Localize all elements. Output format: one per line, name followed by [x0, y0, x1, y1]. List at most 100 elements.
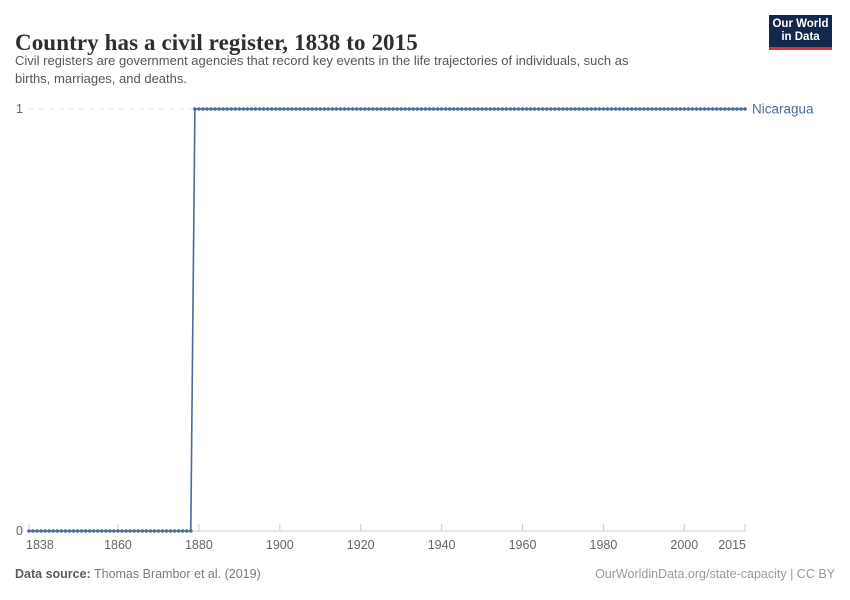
data-point	[59, 529, 64, 533]
data-point	[225, 107, 229, 111]
data-point	[625, 107, 630, 111]
data-point	[136, 529, 140, 533]
data-point	[447, 107, 452, 111]
data-point	[735, 107, 739, 111]
data-point	[642, 107, 646, 111]
x-tick-label: 1980	[590, 538, 618, 552]
data-point	[743, 107, 747, 111]
data-point	[322, 107, 327, 111]
data-point	[35, 529, 39, 533]
data-point	[375, 107, 379, 111]
data-point	[168, 529, 173, 533]
x-tick-label: 1838	[26, 538, 54, 552]
data-point	[104, 529, 108, 533]
footer-credit[interactable]: OurWorldinData.org/state-capacity | CC B…	[595, 567, 835, 581]
data-source-label: Data source:	[15, 567, 91, 581]
data-point	[617, 107, 622, 111]
data-point	[257, 107, 262, 111]
data-point	[338, 107, 343, 111]
data-point	[557, 107, 561, 111]
data-point	[581, 107, 585, 111]
data-point	[654, 107, 658, 111]
data-point	[545, 107, 549, 111]
data-point	[714, 107, 719, 111]
data-point	[180, 529, 185, 533]
data-point	[144, 529, 149, 533]
data-point	[213, 107, 217, 111]
data-point	[500, 107, 505, 111]
data-point	[492, 107, 497, 111]
chart-title: Country has a civil register, 1838 to 20…	[15, 30, 418, 56]
data-point	[294, 107, 298, 111]
data-point	[565, 107, 569, 111]
x-tick-label: 2015	[718, 538, 746, 552]
entity-label: Nicaragua	[752, 102, 814, 117]
data-point	[710, 107, 715, 111]
data-point	[646, 107, 650, 111]
data-point	[621, 107, 626, 111]
data-point	[314, 107, 319, 111]
data-point	[265, 107, 270, 111]
data-point	[233, 107, 238, 111]
data-point	[124, 529, 128, 533]
data-point	[193, 107, 197, 111]
data-point	[670, 107, 674, 111]
data-point	[342, 107, 347, 111]
data-point	[152, 529, 157, 533]
data-point	[172, 529, 177, 533]
data-point	[443, 107, 448, 111]
x-tick-label: 2000	[670, 538, 698, 552]
data-point	[698, 107, 703, 111]
data-point	[67, 529, 72, 533]
data-point	[399, 107, 404, 111]
data-point	[464, 107, 468, 111]
x-tick-label: 1880	[185, 538, 213, 552]
data-point	[540, 107, 545, 111]
data-point	[468, 107, 472, 111]
data-point	[132, 529, 136, 533]
data-point	[205, 107, 209, 111]
data-point	[112, 529, 116, 533]
data-point	[326, 107, 331, 111]
data-point	[674, 107, 678, 111]
data-point	[682, 107, 687, 111]
data-point	[261, 107, 266, 111]
data-point	[197, 107, 201, 111]
data-point	[609, 107, 614, 111]
data-point	[189, 529, 193, 533]
data-point	[27, 529, 31, 533]
data-point	[634, 107, 638, 111]
owid-logo[interactable]: Our World in Data	[769, 15, 832, 50]
data-point	[650, 107, 654, 111]
x-tick-label: 1920	[347, 538, 375, 552]
data-point	[504, 107, 509, 111]
data-point	[286, 107, 290, 111]
data-point	[435, 107, 440, 111]
data-point	[83, 529, 88, 533]
data-point	[120, 529, 124, 533]
subtitle-line-1: Civil registers are government agencies …	[15, 53, 629, 68]
data-point	[229, 107, 234, 111]
data-point	[176, 529, 181, 533]
data-point	[140, 529, 145, 533]
data-point	[573, 107, 577, 111]
data-point	[456, 107, 460, 111]
data-point	[496, 107, 501, 111]
data-point	[678, 107, 683, 111]
data-point	[460, 107, 464, 111]
data-point	[387, 107, 391, 111]
data-point	[241, 107, 246, 111]
data-point	[217, 107, 221, 111]
data-point	[363, 107, 367, 111]
logo-line-1: Our World	[772, 18, 829, 30]
data-point	[346, 107, 351, 111]
data-point	[128, 529, 132, 533]
data-point	[148, 529, 153, 533]
data-point	[451, 107, 456, 111]
data-point	[334, 107, 339, 111]
data-point	[528, 107, 533, 111]
x-tick-label: 1960	[509, 538, 537, 552]
data-point	[245, 107, 250, 111]
data-point	[569, 107, 573, 111]
data-point	[100, 529, 104, 533]
